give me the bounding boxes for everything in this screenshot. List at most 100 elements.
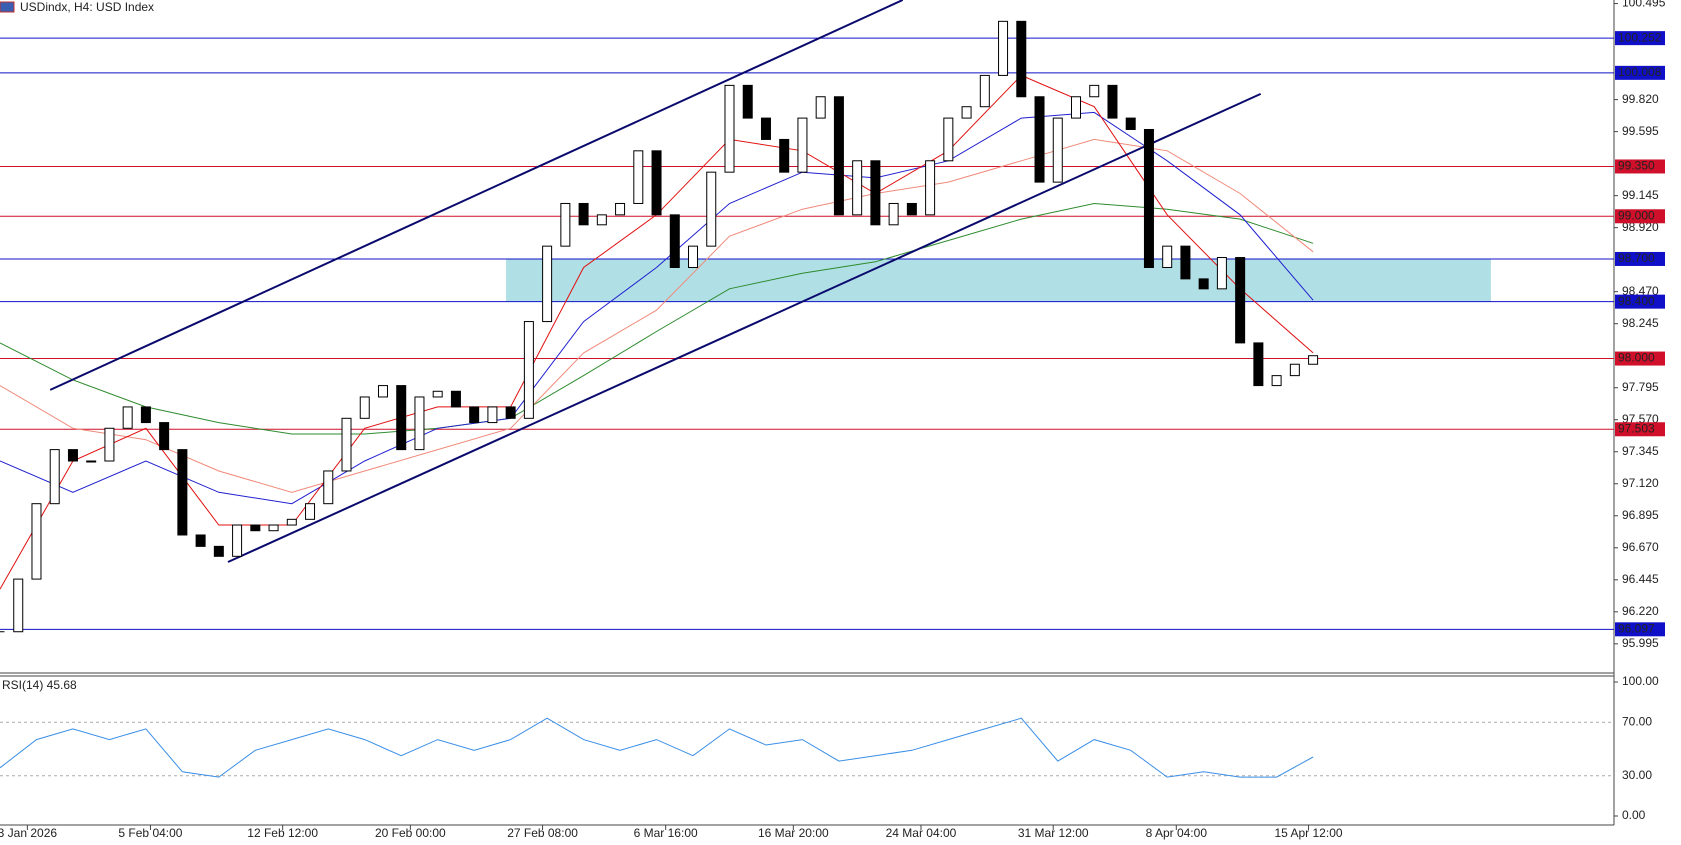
rsi-line xyxy=(0,717,1314,778)
candle xyxy=(341,417,352,472)
level-label-box xyxy=(1615,159,1665,174)
candle xyxy=(122,406,133,429)
candle xyxy=(669,214,680,268)
level-label-box xyxy=(1615,65,1665,80)
x-tick-label: 20 Feb 00:00 xyxy=(375,826,446,840)
candle xyxy=(1107,84,1118,119)
candle xyxy=(86,460,97,463)
candle xyxy=(1198,278,1209,290)
level-label-box xyxy=(1615,209,1665,224)
candle xyxy=(177,449,188,536)
x-tick-label: 6 Mar 16:00 xyxy=(634,826,698,840)
x-tick-label: 16 Mar 20:00 xyxy=(758,826,829,840)
y-tick-label: 96.670 xyxy=(1622,540,1659,554)
candle xyxy=(1125,117,1136,130)
candle xyxy=(688,245,699,268)
rsi-tick-label: 70.00 xyxy=(1622,714,1652,728)
candle xyxy=(1180,245,1191,280)
level-label-box xyxy=(1615,251,1665,266)
moving-average xyxy=(0,202,1314,435)
level-label: 100.008 xyxy=(1618,65,1662,79)
candle xyxy=(797,117,808,173)
rsi-tick-label: 30.00 xyxy=(1622,768,1652,782)
y-tick-label: 99.820 xyxy=(1622,92,1659,106)
x-tick-label: 24 Mar 04:00 xyxy=(886,826,957,840)
candle xyxy=(596,214,607,226)
level-label: 100.252 xyxy=(1618,30,1662,44)
y-tick-label: 97.120 xyxy=(1622,476,1659,490)
candle xyxy=(633,150,644,204)
candle xyxy=(998,20,1009,76)
candle xyxy=(1143,128,1154,268)
level-label: 99.350 xyxy=(1618,159,1655,173)
trendline xyxy=(227,92,1262,563)
candle xyxy=(979,74,990,108)
y-tick-label: 99.595 xyxy=(1622,124,1659,138)
candle xyxy=(651,150,662,216)
y-tick-label: 98.245 xyxy=(1622,316,1659,330)
candle xyxy=(1289,363,1300,377)
trendline xyxy=(49,0,904,391)
x-tick-label: 12 Feb 12:00 xyxy=(247,826,318,840)
moving-average xyxy=(0,138,1314,493)
symbol-icon xyxy=(0,1,15,13)
x-tick-label: 8 Apr 04:00 xyxy=(1146,826,1208,840)
candle xyxy=(615,202,626,216)
level-label-box xyxy=(1615,351,1665,366)
candle xyxy=(213,545,224,557)
level-label: 97.503 xyxy=(1618,421,1655,435)
candle xyxy=(815,96,826,119)
level-label: 98.400 xyxy=(1618,294,1655,308)
candle xyxy=(961,106,972,119)
candle xyxy=(305,503,316,520)
rsi-tick-label: 0.00 xyxy=(1622,808,1646,822)
candle xyxy=(706,171,717,247)
candle xyxy=(195,534,206,547)
level-label: 98.000 xyxy=(1618,351,1655,365)
rsi-tick-label: 100.00 xyxy=(1622,674,1659,688)
y-tick-label: 97.345 xyxy=(1622,444,1659,458)
y-tick-label: 98.920 xyxy=(1622,220,1659,234)
candle xyxy=(104,427,115,462)
candle xyxy=(159,422,170,451)
level-label-box xyxy=(1615,31,1665,46)
candle xyxy=(852,160,863,216)
level-label-box xyxy=(1615,294,1665,309)
candle xyxy=(13,578,24,633)
candle xyxy=(1016,20,1027,98)
x-tick-label: 5 Feb 04:00 xyxy=(118,826,182,840)
candle xyxy=(560,202,571,247)
level-label-box xyxy=(1615,622,1665,637)
candle xyxy=(359,396,370,419)
moving-average xyxy=(0,111,1314,505)
candle xyxy=(1071,96,1081,119)
candle xyxy=(925,160,936,216)
candle xyxy=(469,406,480,424)
candle xyxy=(1052,117,1063,183)
candle xyxy=(1089,84,1100,98)
candle xyxy=(250,524,261,532)
candle xyxy=(870,160,881,226)
y-tick-label: 97.795 xyxy=(1622,380,1659,394)
candle xyxy=(779,138,790,173)
candle xyxy=(396,385,407,451)
y-tick-label: 100.495 xyxy=(1622,0,1666,10)
x-tick-label: 27 Feb 08:00 xyxy=(507,826,578,840)
candle xyxy=(67,449,78,462)
candle xyxy=(450,390,461,408)
y-tick-label: 96.220 xyxy=(1622,604,1659,618)
candle xyxy=(377,385,388,398)
rsi-label: RSI(14) 45.68 xyxy=(2,678,77,692)
candle xyxy=(1308,355,1319,365)
candle xyxy=(1162,245,1173,268)
candle xyxy=(323,470,334,505)
candle xyxy=(432,390,443,398)
candle xyxy=(1235,257,1246,344)
y-tick-label: 96.445 xyxy=(1622,572,1659,586)
candle xyxy=(888,202,899,226)
level-label-box xyxy=(1615,422,1665,437)
chart-title: USDindx, H4: USD Index xyxy=(20,0,154,14)
candle xyxy=(578,202,589,226)
y-tick-label: 99.145 xyxy=(1622,188,1659,202)
candle xyxy=(1253,342,1264,387)
